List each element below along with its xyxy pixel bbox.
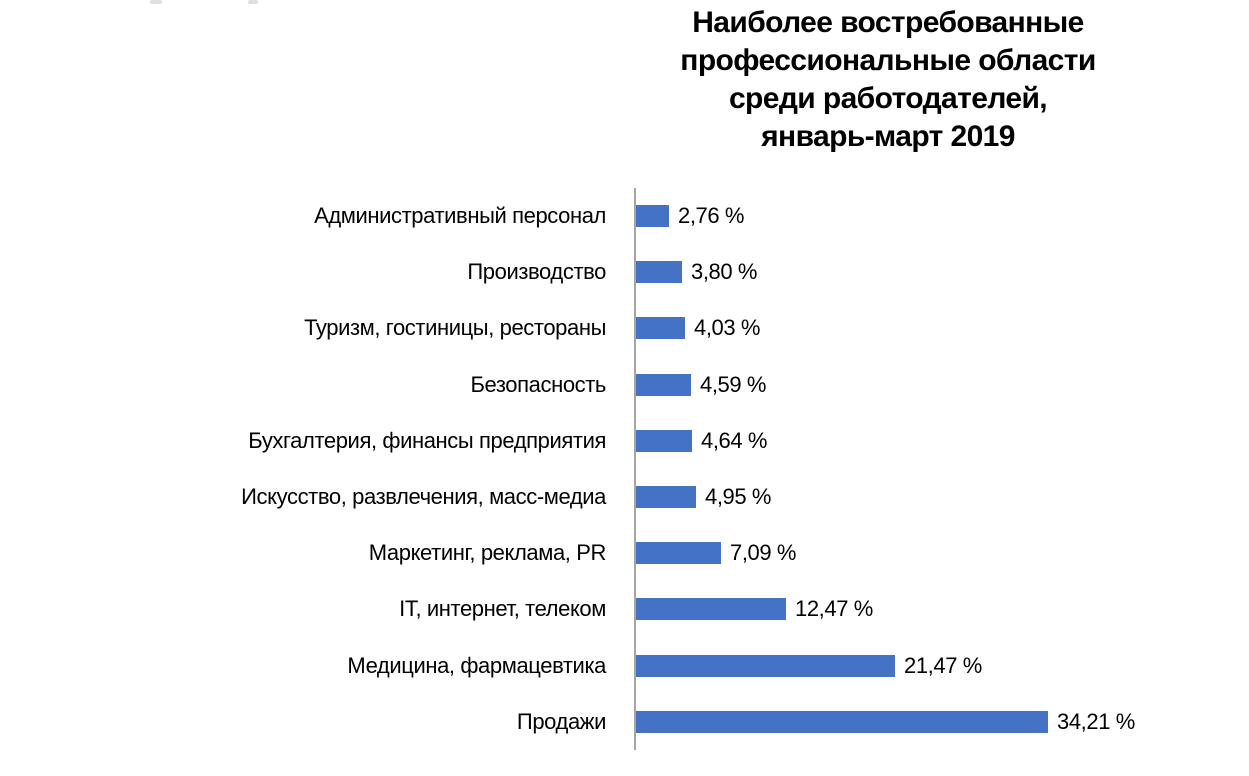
bar-chart: Административный персонал 2,76 % Производс… <box>0 188 1249 750</box>
category-label: IT, интернет, телеком <box>399 596 606 622</box>
bar-wrap: 7,09 % <box>636 540 796 566</box>
value-label: 4,59 % <box>700 371 767 397</box>
chart-row: Продажи 34,21 % <box>0 694 1249 750</box>
category-label: Продажи <box>516 708 606 734</box>
cropped-text-artifact <box>248 0 258 4</box>
value-label: 7,09 % <box>730 540 797 566</box>
chart-row: IT, интернет, телеком 12,47 % <box>0 581 1249 637</box>
category-label: Административный персонал <box>314 203 606 229</box>
bar <box>636 598 786 621</box>
value-label: 4,95 % <box>705 484 772 510</box>
category-label: Маркетинг, реклама, PR <box>368 540 607 566</box>
bar <box>636 373 691 396</box>
category-axis-line <box>634 188 636 750</box>
value-label: 4,64 % <box>701 427 768 453</box>
bar-wrap: 4,64 % <box>636 428 767 454</box>
category-label: Безопасность <box>470 371 606 397</box>
bar <box>636 317 685 340</box>
bar <box>636 429 692 452</box>
category-label: Искусство, развлечения, масс-медиа <box>241 484 606 510</box>
bar-wrap: 34,21 % <box>636 709 1135 735</box>
bar-wrap: 4,95 % <box>636 484 771 510</box>
chart-row: Медицина, фармацевтика 21,47 % <box>0 638 1249 694</box>
chart-row: Производство 3,80 % <box>0 244 1249 300</box>
chart-title-line: среди работодателей, <box>728 82 1048 115</box>
bar-wrap: 21,47 % <box>636 653 982 679</box>
bar <box>636 261 682 284</box>
value-label: 2,76 % <box>678 203 745 229</box>
value-label: 4,03 % <box>694 315 761 341</box>
chart-row: Бухгалтерия, финансы предприятия 4,64 % <box>0 413 1249 469</box>
value-label: 21,47 % <box>904 652 982 678</box>
chart-row: Туризм, гостиницы, рестораны 4,03 % <box>0 300 1249 356</box>
bar-wrap: 12,47 % <box>636 596 873 622</box>
bar-wrap: 4,59 % <box>636 372 766 398</box>
chart-title-line: январь-март 2019 <box>761 120 1015 153</box>
bar-wrap: 2,76 % <box>636 203 744 229</box>
bar <box>636 542 721 565</box>
category-label: Медицина, фармацевтика <box>347 652 606 678</box>
chart-row: Маркетинг, реклама, PR 7,09 % <box>0 525 1249 581</box>
bar <box>636 205 669 228</box>
chart-title: Наиболее востребованные профессиональные… <box>596 4 1180 156</box>
value-label: 34,21 % <box>1057 708 1135 734</box>
bar-wrap: 4,03 % <box>636 315 760 341</box>
value-label: 12,47 % <box>795 596 873 622</box>
value-label: 3,80 % <box>691 259 758 285</box>
chart-title-line: профессиональные области <box>680 44 1096 77</box>
bar-wrap: 3,80 % <box>636 259 757 285</box>
bar <box>636 710 1048 733</box>
chart-row: Искусство, развлечения, масс-медиа 4,95 % <box>0 469 1249 525</box>
chart-row: Административный персонал 2,76 % <box>0 188 1249 244</box>
category-label: Бухгалтерия, финансы предприятия <box>248 427 606 453</box>
bar <box>636 486 696 509</box>
bar <box>636 654 895 677</box>
category-label: Производство <box>467 259 606 285</box>
chart-title-line: Наиболее востребованные <box>692 6 1084 39</box>
chart-row: Безопасность 4,59 % <box>0 357 1249 413</box>
category-label: Туризм, гостиницы, рестораны <box>304 315 606 341</box>
cropped-text-artifact <box>150 0 162 4</box>
